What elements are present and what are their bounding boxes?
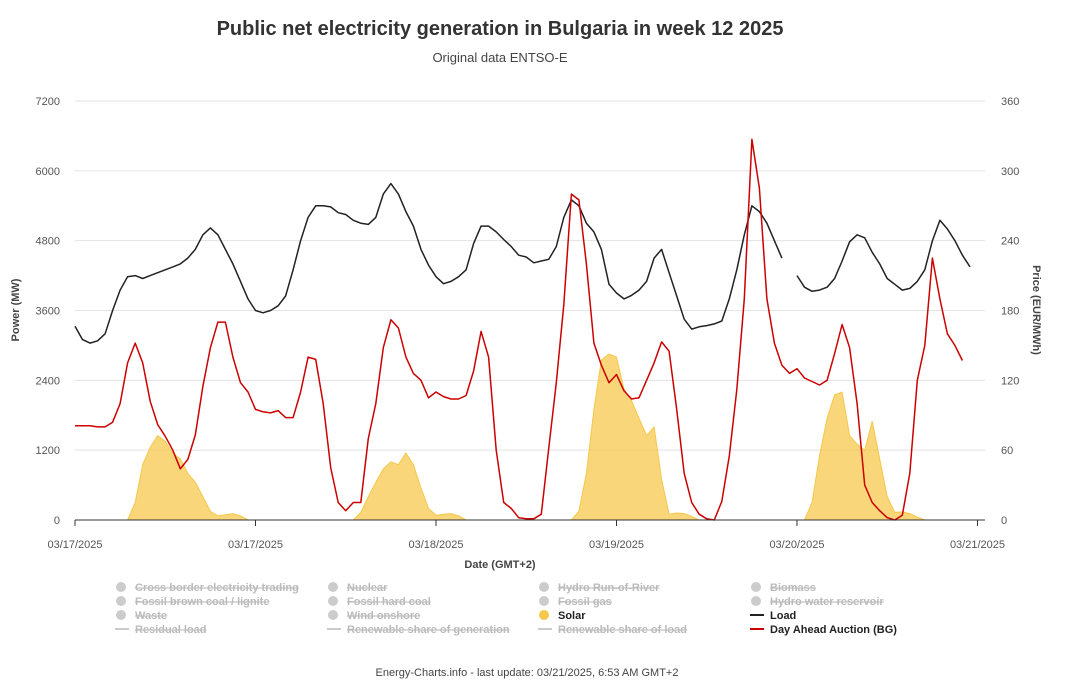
legend-marker <box>116 582 126 592</box>
x-tick-label: 03/17/2025 <box>47 539 102 551</box>
legend-item-hydro-water-reservoir[interactable]: Hydro water reservoir <box>751 596 884 608</box>
legend-item-cross-border-electricity-trading[interactable]: Cross border electricity trading <box>116 582 299 594</box>
y2-tick-label: 60 <box>1001 445 1013 457</box>
legend-label: Renewable share of generation <box>347 624 510 636</box>
legend-marker <box>751 582 761 592</box>
legend-label: Solar <box>558 610 586 622</box>
y2-tick-label: 180 <box>1001 306 1019 318</box>
legend-label: Renewable share of load <box>558 624 687 636</box>
x-tick-label: 03/20/2025 <box>769 539 824 551</box>
legend-marker <box>539 582 549 592</box>
legend-item-fossil-hard-coal[interactable]: Fossil hard coal <box>328 596 431 608</box>
legend-item-waste[interactable]: Waste <box>116 610 167 622</box>
legend-item-load[interactable]: Load <box>750 610 796 622</box>
legend-item-biomass[interactable]: Biomass <box>751 582 816 594</box>
x-axis-label: Date (GMT+2) <box>464 559 536 571</box>
legend-item-fossil-brown-coal-lignite[interactable]: Fossil brown coal / lignite <box>116 596 269 608</box>
grid-lines <box>75 100 985 451</box>
y-tick-label: 1200 <box>36 445 60 457</box>
y-tick-label: 2400 <box>36 375 60 387</box>
legend-marker <box>328 596 338 606</box>
y2-axis-ticks: 0 60 120 180 240 300 360 <box>1001 96 1019 527</box>
x-tick-label: 03/17/2025 <box>228 539 283 551</box>
legend-item-hydro-run-of-river[interactable]: Hydro Run-of-River <box>539 582 660 594</box>
legend-label: Waste <box>135 610 167 622</box>
x-tick-label: 03/19/2025 <box>589 539 644 551</box>
y2-axis-label: Price (EUR/MWh) <box>1030 265 1042 355</box>
legend-marker <box>328 582 338 592</box>
series-load-line[interactable] <box>74 182 971 344</box>
legend-item-renewable-share-of-load[interactable]: Renewable share of load <box>538 624 687 636</box>
y2-tick-label: 360 <box>1001 96 1019 108</box>
chart-title: Public net electricity generation in Bul… <box>217 18 784 40</box>
y2-tick-label: 240 <box>1001 236 1019 248</box>
legend: Cross border electricity trading Nuclear H… <box>115 582 897 636</box>
x-axis-ticks: 03/17/2025 03/17/2025 03/18/2025 03/19/2025… <box>47 520 1005 551</box>
legend-marker <box>116 596 126 606</box>
y2-tick-label: 0 <box>1001 515 1007 527</box>
legend-item-day-ahead-auction-bg[interactable]: Day Ahead Auction (BG) <box>750 624 897 636</box>
series-day-ahead-auction-bg-line[interactable] <box>75 138 964 521</box>
legend-marker <box>751 596 761 606</box>
legend-label: Day Ahead Auction (BG) <box>770 624 897 636</box>
legend-label: Cross border electricity trading <box>135 582 299 594</box>
plot-area[interactable] <box>74 138 971 521</box>
legend-marker <box>328 610 338 620</box>
legend-label: Fossil hard coal <box>347 596 431 608</box>
legend-label: Fossil brown coal / lignite <box>135 596 269 608</box>
y-tick-label: 4800 <box>36 236 60 248</box>
legend-label: Hydro Run-of-River <box>558 582 660 594</box>
y-tick-label: 6000 <box>36 166 60 178</box>
y-tick-label: 3600 <box>36 306 60 318</box>
x-tick-label: 03/21/2025 <box>950 539 1005 551</box>
x-tick-label: 03/18/2025 <box>408 539 463 551</box>
legend-item-solar[interactable]: Solar <box>539 610 586 622</box>
footer-update-note: Energy-Charts.info - last update: 03/21/… <box>376 667 679 679</box>
series-solar-area[interactable] <box>75 353 925 521</box>
y2-tick-label: 120 <box>1001 375 1019 387</box>
y-axis-label: Power (MW) <box>10 278 22 341</box>
legend-marker <box>539 610 549 620</box>
legend-label: Biomass <box>770 582 816 594</box>
legend-label: Hydro water reservoir <box>770 596 884 608</box>
legend-item-wind-onshore[interactable]: Wind onshore <box>328 610 420 622</box>
legend-item-renewable-share-of-generation[interactable]: Renewable share of generation <box>327 624 510 636</box>
legend-marker <box>539 596 549 606</box>
chart-subtitle: Original data ENTSO-E <box>432 50 567 65</box>
y-tick-label: 0 <box>54 515 60 527</box>
legend-label: Fossil gas <box>558 596 612 608</box>
y-axis-ticks: 0 1200 2400 3600 4800 6000 7200 <box>36 96 60 527</box>
legend-marker <box>116 610 126 620</box>
legend-label: Wind onshore <box>347 610 420 622</box>
legend-label: Nuclear <box>347 582 388 594</box>
legend-label: Residual load <box>135 624 207 636</box>
legend-label: Load <box>770 610 796 622</box>
y2-tick-label: 300 <box>1001 166 1019 178</box>
legend-item-nuclear[interactable]: Nuclear <box>328 582 388 594</box>
legend-item-residual-load[interactable]: Residual load <box>115 624 207 636</box>
legend-item-fossil-gas[interactable]: Fossil gas <box>539 596 612 608</box>
y-tick-label: 7200 <box>36 96 60 108</box>
